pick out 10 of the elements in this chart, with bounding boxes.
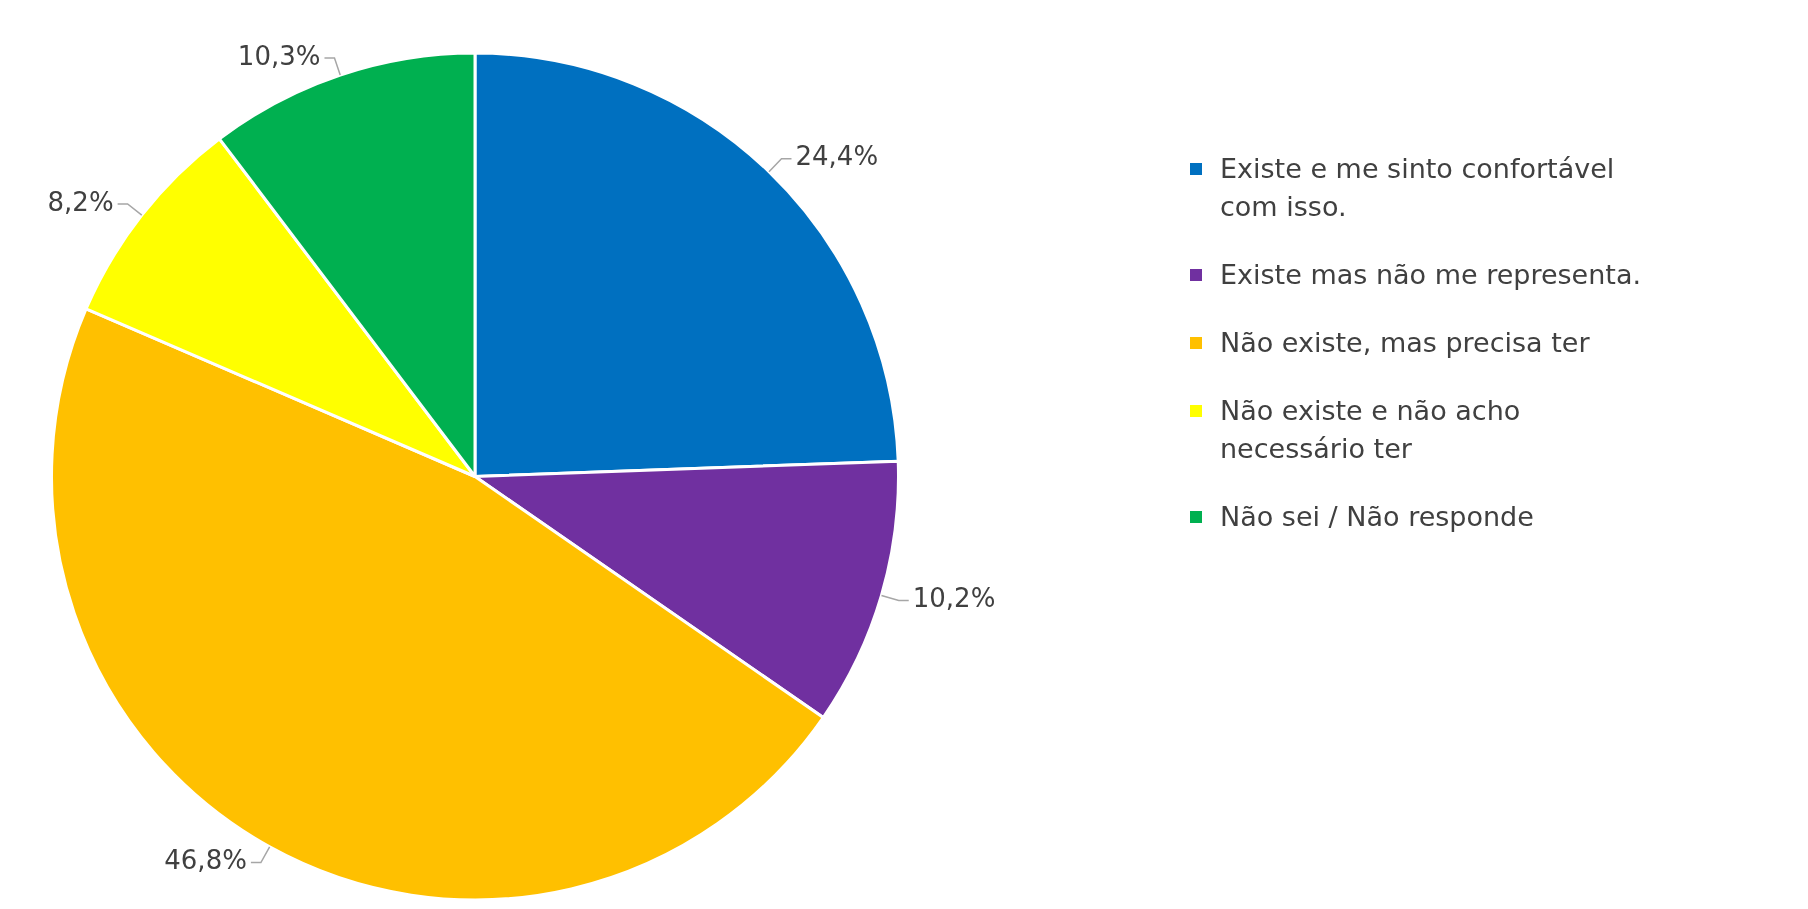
data-label: 10,3% xyxy=(237,40,321,71)
data-label: 10,2% xyxy=(912,583,996,614)
legend-label: Existe mas não me representa. xyxy=(1220,258,1642,292)
legend-label: Não sei / Não responde xyxy=(1220,500,1534,534)
data-label: 46,8% xyxy=(164,845,247,876)
legend-label: Não existe, mas precisa ter xyxy=(1220,326,1590,360)
legend-label: Não existe e não acho necessário ter xyxy=(1220,394,1522,466)
data-label: 8,2% xyxy=(47,186,114,217)
data-label: 24,4% xyxy=(795,141,879,172)
legend-label: Existe e me sinto confortável com isso. xyxy=(1220,152,1616,224)
